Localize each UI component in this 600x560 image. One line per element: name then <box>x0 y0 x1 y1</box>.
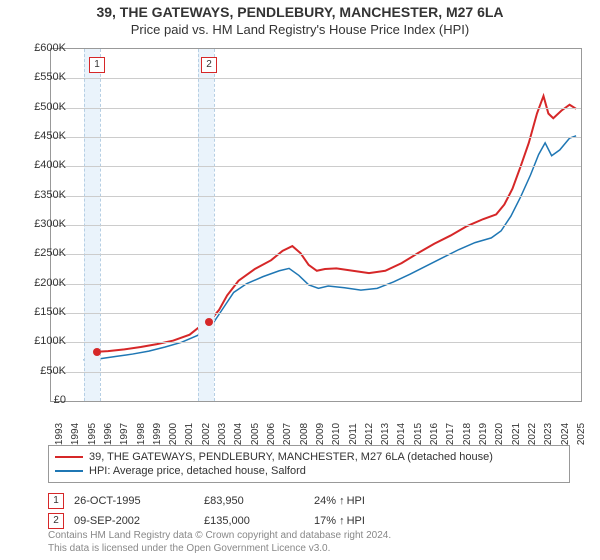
x-tick-label: 2020 <box>494 423 505 445</box>
legend-item: 39, THE GATEWAYS, PENDLEBURY, MANCHESTER… <box>55 450 563 464</box>
x-tick-label: 1994 <box>70 423 81 445</box>
x-tick-label: 2022 <box>527 423 538 445</box>
x-tick-label: 2024 <box>560 423 571 445</box>
y-tick-label: £100K <box>34 335 66 347</box>
x-tick-label: 2007 <box>282 423 293 445</box>
x-tick-label: 2006 <box>266 423 277 445</box>
y-tick-label: £250K <box>34 247 66 259</box>
footer-line: This data is licensed under the Open Gov… <box>48 543 391 556</box>
x-tick-label: 2001 <box>184 423 195 445</box>
y-tick-label: £450K <box>34 130 66 142</box>
x-tick-label: 2003 <box>217 423 228 445</box>
x-tick-label: 1998 <box>136 423 147 445</box>
x-tick-label: 2019 <box>478 423 489 445</box>
x-tick-label: 1999 <box>152 423 163 445</box>
y-tick-label: £0 <box>54 394 66 406</box>
y-tick-label: £550K <box>34 71 66 83</box>
ref-delta: 17% HPI <box>314 515 365 527</box>
y-tick-label: £400K <box>34 159 66 171</box>
sale-marker <box>93 348 101 356</box>
y-tick-label: £500K <box>34 101 66 113</box>
x-tick-label: 2018 <box>462 423 473 445</box>
legend-label: HPI: Average price, detached house, Salf… <box>89 465 306 477</box>
reference-row: 1 26-OCT-1995 £83,950 24% HPI <box>48 491 556 511</box>
reference-row: 2 09-SEP-2002 £135,000 17% HPI <box>48 511 556 531</box>
x-tick-label: 2021 <box>511 423 522 445</box>
legend-item: HPI: Average price, detached house, Salf… <box>55 464 563 478</box>
x-tick-label: 1995 <box>87 423 98 445</box>
ref-date: 09-SEP-2002 <box>74 515 194 527</box>
footer: Contains HM Land Registry data © Crown c… <box>48 530 391 555</box>
legend-label: 39, THE GATEWAYS, PENDLEBURY, MANCHESTER… <box>89 451 493 463</box>
y-tick-label: £350K <box>34 189 66 201</box>
sale-marker <box>205 318 213 326</box>
x-tick-label: 2017 <box>445 423 456 445</box>
x-tick-label: 2005 <box>250 423 261 445</box>
x-tick-label: 2002 <box>201 423 212 445</box>
ref-date: 26-OCT-1995 <box>74 495 194 507</box>
x-tick-label: 2015 <box>413 423 424 445</box>
y-tick-label: £50K <box>40 365 66 377</box>
x-tick-label: 2009 <box>315 423 326 445</box>
x-tick-label: 2010 <box>331 423 342 445</box>
ref-delta: 24% HPI <box>314 495 365 507</box>
x-tick-label: 2023 <box>543 423 554 445</box>
x-tick-label: 1996 <box>103 423 114 445</box>
sale-flag: 1 <box>89 57 105 73</box>
legend-swatch <box>55 456 83 458</box>
sale-flag: 2 <box>201 57 217 73</box>
y-tick-label: £150K <box>34 306 66 318</box>
page-title: 39, THE GATEWAYS, PENDLEBURY, MANCHESTER… <box>0 4 600 20</box>
ref-price: £83,950 <box>204 495 304 507</box>
y-tick-label: £600K <box>34 42 66 54</box>
x-tick-label: 2004 <box>233 423 244 445</box>
reference-sales: 1 26-OCT-1995 £83,950 24% HPI 2 09-SEP-2… <box>48 491 556 531</box>
ref-price: £135,000 <box>204 515 304 527</box>
ref-flag: 2 <box>48 513 64 529</box>
x-tick-label: 2013 <box>380 423 391 445</box>
x-tick-label: 2011 <box>348 423 359 445</box>
x-tick-label: 1993 <box>54 423 65 445</box>
x-tick-label: 2000 <box>168 423 179 445</box>
legend: 39, THE GATEWAYS, PENDLEBURY, MANCHESTER… <box>48 445 570 483</box>
x-tick-label: 2012 <box>364 423 375 445</box>
x-tick-label: 1997 <box>119 423 130 445</box>
x-tick-label: 2025 <box>576 423 587 445</box>
x-axis-labels: 1993199419951996199719981999200020012002… <box>50 400 580 440</box>
footer-line: Contains HM Land Registry data © Crown c… <box>48 530 391 543</box>
x-tick-label: 2008 <box>299 423 310 445</box>
x-tick-label: 2016 <box>429 423 440 445</box>
price-chart: 12 <box>50 48 582 402</box>
y-tick-label: £300K <box>34 218 66 230</box>
y-tick-label: £200K <box>34 277 66 289</box>
legend-swatch <box>55 470 83 472</box>
x-tick-label: 2014 <box>396 423 407 445</box>
ref-flag: 1 <box>48 493 64 509</box>
page-subtitle: Price paid vs. HM Land Registry's House … <box>0 22 600 37</box>
